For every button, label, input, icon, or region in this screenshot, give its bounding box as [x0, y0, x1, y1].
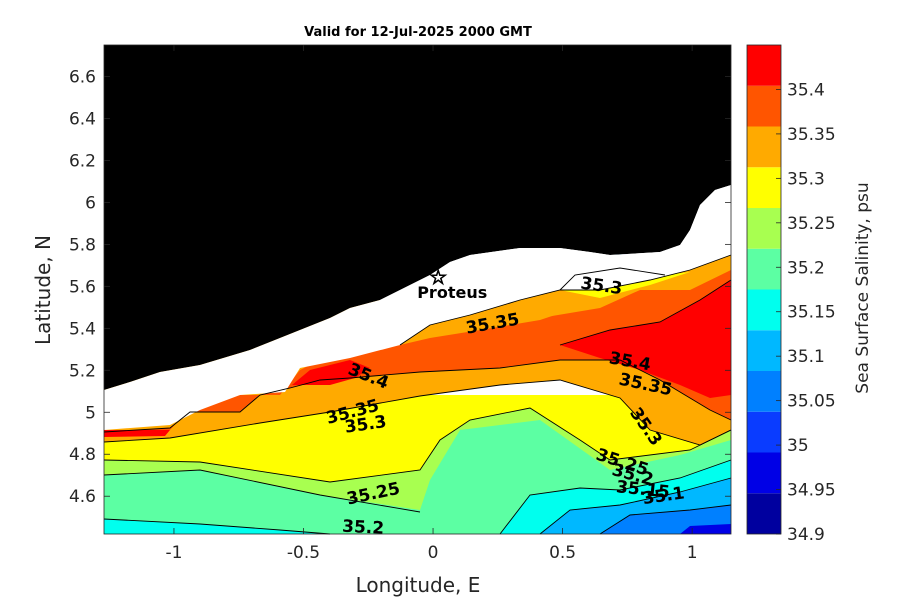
colorbar-swatch: [747, 208, 781, 249]
no-data-coastal-zone: [104, 185, 731, 430]
star-icon: ☆: [429, 265, 447, 289]
colorbar-tick-label: 35.35: [787, 125, 836, 145]
band-35.45-coast: [104, 430, 170, 437]
band-35.4: [104, 260, 731, 432]
y-axis: 4.6 4.8 5 5.2 5.4 5.6 5.8 6 6.2 6.4 6.6: [69, 67, 731, 507]
y-tick-label: 6: [85, 193, 96, 213]
plot-area: 35.335.3535.435.3535.335.435.3535.335.25…: [103, 44, 732, 539]
station-label: Proteus: [417, 283, 487, 302]
y-tick-label: 6.6: [69, 67, 96, 87]
chart-title: Valid for 12-Jul-2025 2000 GMT: [304, 25, 532, 40]
band-35.45-east: [560, 280, 731, 398]
y-tick-label: 5.6: [69, 277, 96, 297]
y-tick-label: 4.8: [69, 445, 96, 465]
colorbar-swatch: [747, 126, 781, 168]
y-tick-label: 5.8: [69, 235, 96, 255]
colorbar-label: Sea Surface Salinity, psu: [853, 182, 873, 393]
x-tick-label: 0: [428, 543, 439, 563]
y-tick-label: 4.6: [69, 487, 96, 507]
colorbar-swatch: [747, 167, 781, 208]
colorbar-tick-label: 35.1: [787, 347, 825, 367]
contour-line: [103, 359, 732, 433]
band-35-se: [680, 524, 731, 534]
colorbar-swatch: [747, 85, 781, 127]
band-35.35-coast: [400, 255, 731, 345]
contour-line: [103, 407, 732, 483]
contour-label: 35.2: [342, 517, 385, 539]
colorbar: 34.9 34.95 35 35.05 35.1 35.15 35.2 35.25 35.3 35…: [746, 44, 836, 545]
x-axis-label: Longitude, E: [356, 573, 481, 597]
colorbar-swatch: [747, 45, 781, 86]
colorbar-swatch: [747, 493, 781, 534]
axes-box: [103, 44, 732, 535]
colorbar-tick-label: 35.05: [787, 392, 836, 412]
contour-line: [499, 459, 732, 535]
colorbar-tick-label: 35.3: [787, 169, 825, 189]
colorbar-swatch: [747, 411, 781, 453]
y-tick-label: 5.4: [69, 319, 96, 339]
y-tick-label: 6.2: [69, 151, 96, 171]
y-tick-label: 5: [85, 403, 96, 423]
contour-line: [103, 518, 331, 535]
colorbar-swatch: [747, 330, 781, 371]
colorbar-swatch: [747, 289, 781, 331]
colorbar-tick-label: 35: [787, 436, 809, 456]
colorbar-swatch: [747, 371, 781, 412]
colorbar-tick-label: 34.9: [787, 525, 825, 545]
contour-line: [539, 477, 732, 535]
salinity-fill: [104, 254, 731, 534]
x-tick-label: 0.5: [549, 543, 576, 563]
contour-lines: [103, 254, 732, 535]
x-axis: -1 -0.5 0 0.5 1: [165, 45, 698, 563]
y-axis-label: Latitude, N: [31, 235, 55, 345]
colorbar-tick-label: 35.25: [787, 214, 836, 234]
contour-line: [103, 379, 732, 446]
x-tick-label: -1: [165, 543, 182, 563]
y-tick-label: 5.2: [69, 361, 96, 381]
band-35.45-west: [292, 360, 370, 385]
station-marker: ☆Proteus: [417, 264, 487, 302]
x-tick-label: 1: [687, 543, 698, 563]
contour-line: [103, 469, 421, 513]
contour-line: [599, 504, 732, 535]
colorbar-swatch: [747, 452, 781, 494]
band-35.15-sw: [104, 519, 330, 534]
colorbar-swatch: [747, 248, 781, 290]
land-mask: [104, 45, 731, 390]
y-tick-label: 6.4: [69, 109, 96, 129]
contour-line: [559, 267, 666, 291]
colorbar-tick-label: 35.15: [787, 303, 836, 323]
colorbar-tick-label: 34.95: [787, 481, 836, 501]
colorbar-tick-label: 35.4: [787, 80, 825, 100]
x-tick-label: -0.5: [287, 543, 320, 563]
colorbar-frame: [746, 44, 782, 535]
colorbar-tick-label: 35.2: [787, 258, 825, 278]
contour-line: [559, 279, 732, 346]
